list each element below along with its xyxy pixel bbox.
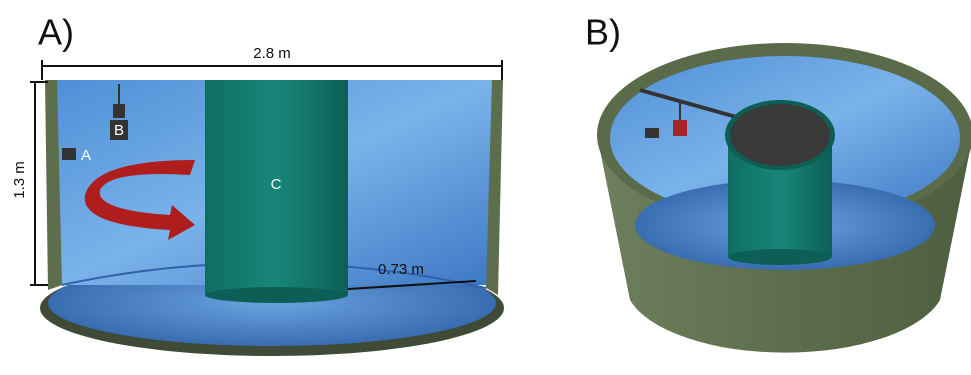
- cylinder-label: C: [271, 176, 282, 193]
- panel-a: A) C A B 2.8 m 1.3 m 0.73 m: [11, 12, 504, 356]
- cylinder-base: [728, 249, 832, 265]
- camera-b-head: [113, 104, 125, 118]
- camera-a-label: A: [81, 147, 91, 164]
- gap-label: 0.73 m: [378, 261, 424, 278]
- camera-b-model: [673, 120, 687, 136]
- camera-b-label: B: [114, 122, 124, 139]
- cylinder-top: [730, 104, 830, 166]
- cylinder-base: [205, 287, 348, 303]
- camera-a-model: [645, 128, 659, 138]
- camera-a: [62, 148, 76, 160]
- diameter-label: 2.8 m: [253, 45, 291, 62]
- panel-label: B): [585, 12, 621, 53]
- panel-b: B): [585, 12, 971, 353]
- panel-label: A): [38, 12, 74, 53]
- height-label: 1.3 m: [11, 161, 28, 199]
- figure: A) C A B 2.8 m 1.3 m 0.73 m B): [0, 0, 971, 375]
